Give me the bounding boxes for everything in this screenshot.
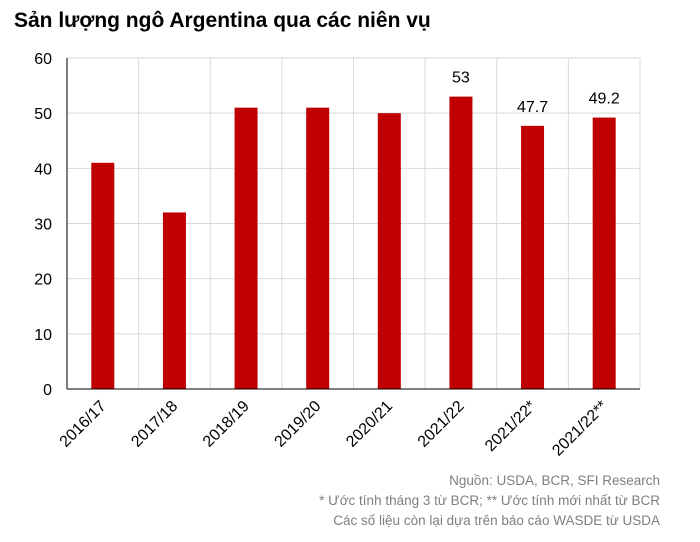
- x-tick-label: 2018/19: [200, 398, 253, 451]
- bar: [162, 212, 186, 389]
- source-note: Nguồn: USDA, BCR, SFI Research: [449, 473, 660, 488]
- y-tick-label: 0: [43, 382, 52, 399]
- x-tick-label: 2017/18: [128, 398, 181, 451]
- bar: [521, 125, 545, 389]
- remaining-note: Các số liệu còn lại dựa trên báo cáo WAS…: [333, 513, 660, 528]
- x-tick-label: 2016/17: [57, 398, 110, 451]
- bar: [449, 96, 473, 389]
- x-tick-label: 2020/21: [343, 398, 396, 451]
- x-tick-label: 2019/20: [272, 398, 325, 451]
- y-tick-label: 50: [34, 106, 52, 123]
- bar: [306, 107, 330, 390]
- data-label: 49.2: [589, 91, 620, 108]
- y-tick-label: 10: [34, 327, 52, 344]
- y-tick-label: 20: [34, 272, 52, 289]
- bar: [91, 162, 115, 389]
- data-label: 53: [452, 70, 470, 87]
- bar: [234, 107, 258, 390]
- y-tick-label: 30: [34, 217, 52, 234]
- x-tick-label: 2021/22*: [482, 398, 539, 455]
- bar: [377, 113, 401, 390]
- chart-title: Sản lượng ngô Argentina qua các niên vụ: [14, 9, 431, 32]
- estimate-note: * Ước tính tháng 3 từ BCR; ** Ước tính m…: [319, 493, 660, 508]
- y-tick-label: 60: [34, 51, 52, 68]
- x-tick-label: 2021/22**: [549, 398, 611, 460]
- bar: [592, 117, 616, 389]
- data-label: 47.7: [517, 99, 548, 116]
- x-tick-label: 2021/22: [415, 398, 468, 451]
- y-tick-label: 40: [34, 161, 52, 178]
